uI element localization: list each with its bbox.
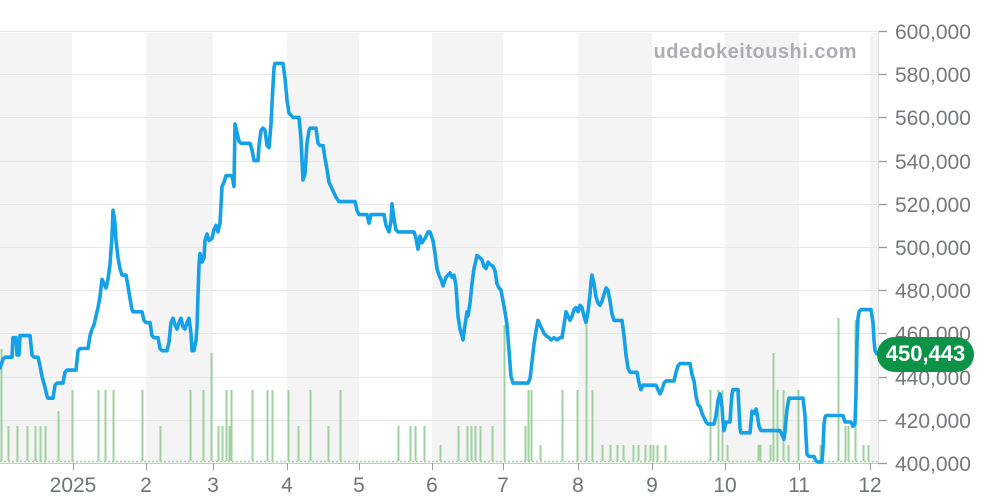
x-axis-label: 10 xyxy=(713,474,736,497)
y-axis-label: 600,000 xyxy=(895,21,971,44)
y-axis-label: 480,000 xyxy=(895,280,971,303)
x-axis-label: 5 xyxy=(353,474,365,497)
x-axis-label: 8 xyxy=(572,474,584,497)
y-axis-label: 580,000 xyxy=(895,64,971,87)
y-axis-label: 400,000 xyxy=(895,453,971,476)
x-axis-label: 9 xyxy=(646,474,658,497)
y-axis-label: 540,000 xyxy=(895,151,971,174)
x-axis-label: 12 xyxy=(858,474,881,497)
y-axis-label: 560,000 xyxy=(895,107,971,130)
x-axis-label: 3 xyxy=(207,474,219,497)
x-axis-label: 2025 xyxy=(50,474,97,497)
x-axis-label: 6 xyxy=(426,474,438,497)
x-axis-label: 7 xyxy=(497,474,509,497)
x-axis-label: 11 xyxy=(788,474,810,497)
x-axis-label: 2 xyxy=(140,474,152,497)
y-axis-label: 520,000 xyxy=(895,194,971,217)
current-price-badge: 450,443 xyxy=(877,337,974,372)
y-axis-label: 420,000 xyxy=(895,410,971,433)
price-line xyxy=(0,61,879,464)
watermark: udedokeitoushi.com xyxy=(653,41,857,63)
y-axis-label: 500,000 xyxy=(895,237,971,260)
x-axis-label: 4 xyxy=(281,474,293,497)
y-axis-label: 440,000 xyxy=(895,367,971,390)
